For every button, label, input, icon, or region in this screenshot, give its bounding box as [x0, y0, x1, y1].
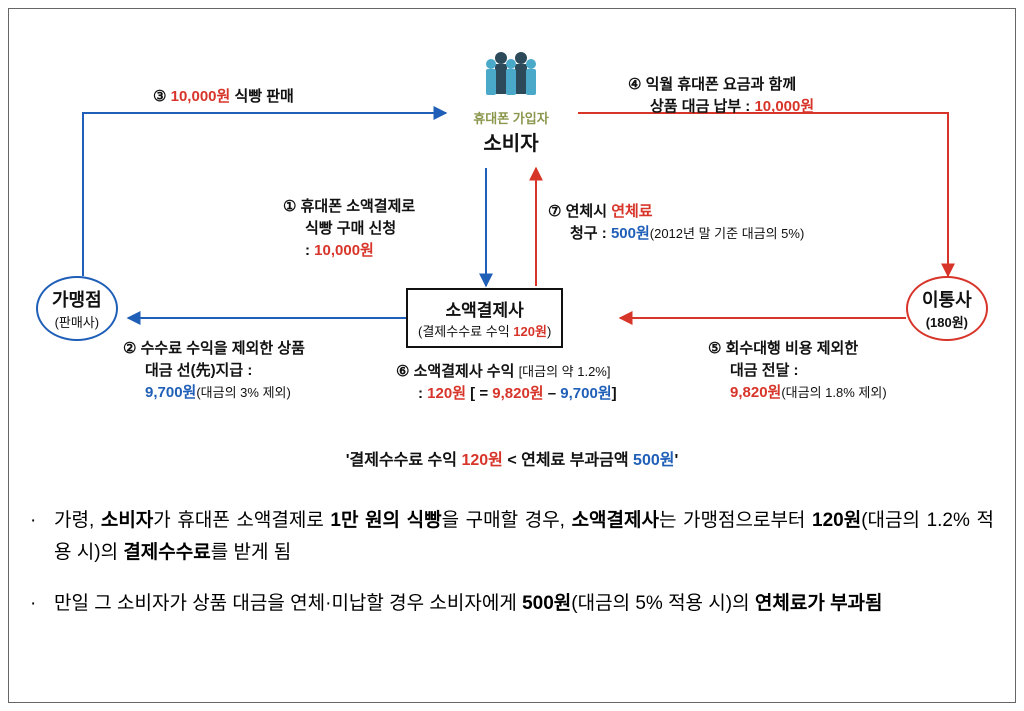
a7-line2: 청구 : 500원(2012년 말 기준 대금의 5%): [548, 223, 804, 245]
annotation-5: ⑤ 회수대행 비용 제외한 대금 전달 : 9,820원(대금의 1.8% 제외…: [708, 338, 887, 403]
a6-line1: 소액결제사 수익 [대금의 약 1.2%]: [414, 363, 611, 380]
note-1-text: 가령, 소비자가 휴대폰 소액결제로 1만 원의 식빵을 구매할 경우, 소액결…: [54, 505, 994, 570]
a2-line2: 대금 선(先)지급 :: [123, 360, 305, 382]
annotation-2: ② 수수료 수익을 제외한 상품 대금 선(先)지급 : 9,700원(대금의 …: [123, 338, 305, 403]
processor-sub: (결제수수료 수익 120원): [418, 321, 551, 340]
a2-line3: 9,700원(대금의 3% 제외): [123, 382, 305, 404]
note-2-text: 만일 그 소비자가 상품 대금을 연체·미납할 경우 소비자에게 500원(대금…: [54, 588, 994, 620]
a7-line1: 연체시 연체료: [566, 203, 653, 220]
people-icon: [476, 48, 546, 103]
annotation-7: ⑦ 연체시 연체료 청구 : 500원(2012년 말 기준 대금의 5%): [548, 201, 804, 245]
annotation-6: ⑥ 소액결제사 수익 [대금의 약 1.2%] : 120원 [ = 9,820…: [396, 361, 617, 405]
processor-title: 소액결제사: [418, 296, 551, 321]
node-consumer: 휴대폰 가입자 소비자: [446, 48, 576, 156]
a5-line3: 9,820원(대금의 1.8% 제외): [708, 382, 887, 404]
a3-parts: 10,000원 식빵 판매: [171, 88, 294, 105]
comparison-parts: '결제수수료 수익 120원 < 연체료 부과금액 500원': [346, 452, 679, 469]
merchant-title: 가맹점: [52, 286, 102, 312]
annotation-4: ④ 익월 휴대폰 요금과 함께 상품 대금 납부 : 10,000원: [628, 74, 814, 118]
edge-e4: [578, 113, 948, 276]
node-carrier: 이통사 (180원): [906, 276, 988, 341]
consumer-label: 소비자: [446, 127, 576, 156]
carrier-sub: (180원): [922, 312, 972, 331]
node-merchant: 가맹점 (판매사): [36, 276, 118, 341]
a4-line2: 상품 대금 납부 : 10,000원: [628, 96, 814, 118]
node-processor: 소액결제사 (결제수수료 수익 120원): [406, 288, 563, 348]
carrier-title: 이통사: [922, 286, 972, 312]
annotation-3: ③ 10,000원 식빵 판매: [153, 86, 294, 108]
note-1: · 가령, 소비자가 휴대폰 소액결제로 1만 원의 식빵을 구매할 경우, 소…: [30, 505, 994, 570]
note-2: · 만일 그 소비자가 상품 대금을 연체·미납할 경우 소비자에게 500원(…: [30, 588, 994, 620]
comparison-line: '결제수수료 수익 120원 < 연체료 부과금액 500원': [8, 446, 1016, 470]
a6-line2: : 120원 [ = 9,820원 – 9,700원]: [396, 383, 617, 405]
explanatory-notes: · 가령, 소비자가 휴대폰 소액결제로 1만 원의 식빵을 구매할 경우, 소…: [30, 505, 994, 638]
merchant-sub: (판매사): [52, 312, 102, 331]
consumer-subscriber-label: 휴대폰 가입자: [446, 108, 576, 127]
annotation-1: ① 휴대폰 소액결제로 식빵 구매 신청 : 10,000원: [283, 196, 415, 261]
flow-diagram: 휴대폰 가입자 소비자 가맹점 (판매사) 소액결제사 (결제수수료 수익 12…: [8, 8, 1016, 478]
